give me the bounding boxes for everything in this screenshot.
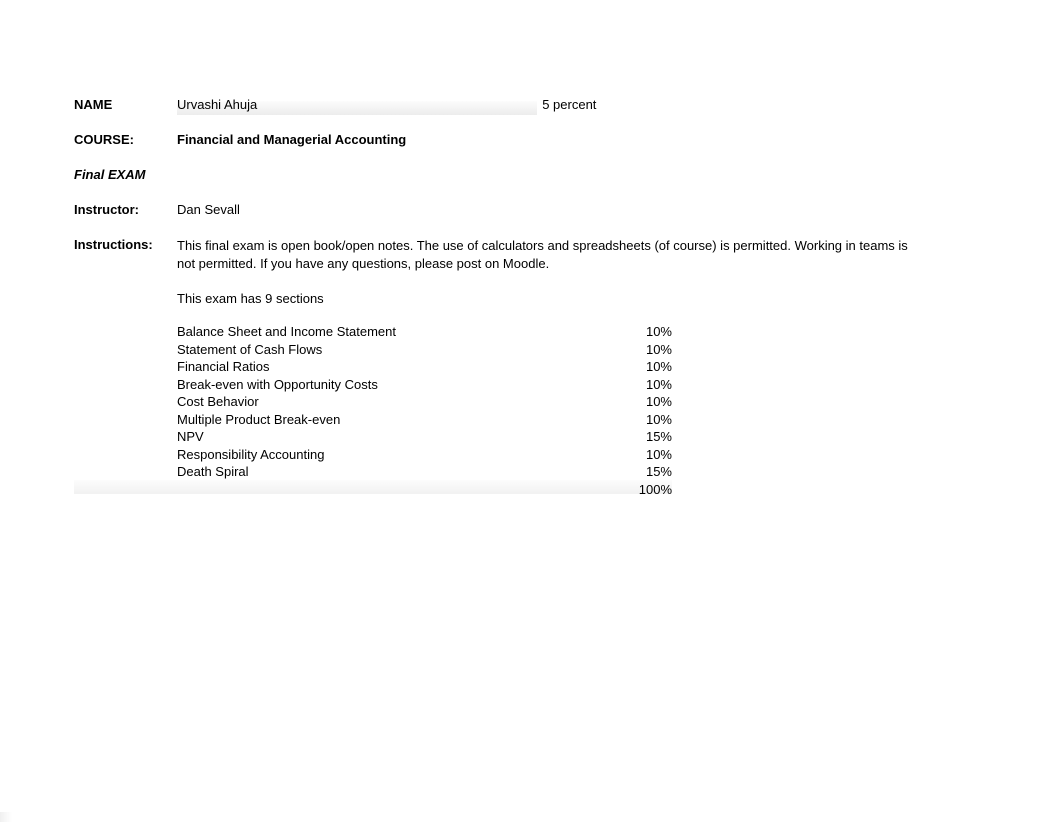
section-row: Multiple Product Break-even10% [177,412,1062,430]
instructions-text: This final exam is open book/open notes.… [177,237,917,273]
exam-cover-page: NAME Urvashi Ahuja 5 percent COURSE: Fin… [0,0,1062,499]
section-row: Break-even with Opportunity Costs10% [177,377,1062,395]
section-row: Cost Behavior10% [177,394,1062,412]
section-row: Balance Sheet and Income Statement10% [177,324,1062,342]
section-pct: 15% [642,464,672,479]
exam-title: Final EXAM [74,167,146,182]
section-pct: 10% [642,359,672,374]
total-value: 100% [177,482,672,497]
section-name: Statement of Cash Flows [177,342,642,357]
section-row: Responsibility Accounting10% [177,447,1062,465]
instructor-label: Instructor: [74,202,177,217]
section-name: Break-even with Opportunity Costs [177,377,642,392]
name-percent: 5 percent [542,97,596,112]
section-row: Statement of Cash Flows10% [177,342,1062,360]
name-row: NAME Urvashi Ahuja 5 percent [74,97,1062,114]
instructions-row: Instructions: This final exam is open bo… [74,237,1062,273]
name-value-wrap: Urvashi Ahuja [177,97,257,112]
name-label: NAME [74,97,177,112]
course-value: Financial and Managerial Accounting [177,132,406,147]
total-row: 100% [177,482,1062,500]
name-value: Urvashi Ahuja [177,97,257,112]
course-label: COURSE: [74,132,177,147]
sections-list: Balance Sheet and Income Statement10%Sta… [177,324,1062,499]
section-pct: 10% [642,394,672,409]
section-name: Cost Behavior [177,394,642,409]
section-pct: 10% [642,447,672,462]
sections-intro-wrap: This exam has 9 sections [177,291,1062,306]
section-row: NPV15% [177,429,1062,447]
section-name: Death Spiral [177,464,642,479]
section-name: Balance Sheet and Income Statement [177,324,642,339]
section-pct: 10% [642,324,672,339]
instructor-row: Instructor: Dan Sevall [74,202,1062,219]
section-pct: 10% [642,412,672,427]
instructions-label: Instructions: [74,237,177,273]
section-pct: 10% [642,342,672,357]
instructor-value: Dan Sevall [177,202,240,217]
section-pct: 15% [642,429,672,444]
section-row: Financial Ratios10% [177,359,1062,377]
section-name: Financial Ratios [177,359,642,374]
exam-title-row: Final EXAM [74,167,1062,184]
section-name: Responsibility Accounting [177,447,642,462]
section-pct: 10% [642,377,672,392]
section-name: Multiple Product Break-even [177,412,642,427]
course-row: COURSE: Financial and Managerial Account… [74,132,1062,149]
section-name: NPV [177,429,642,444]
sections-intro: This exam has 9 sections [177,291,1062,306]
bottom-gradient [0,812,12,822]
